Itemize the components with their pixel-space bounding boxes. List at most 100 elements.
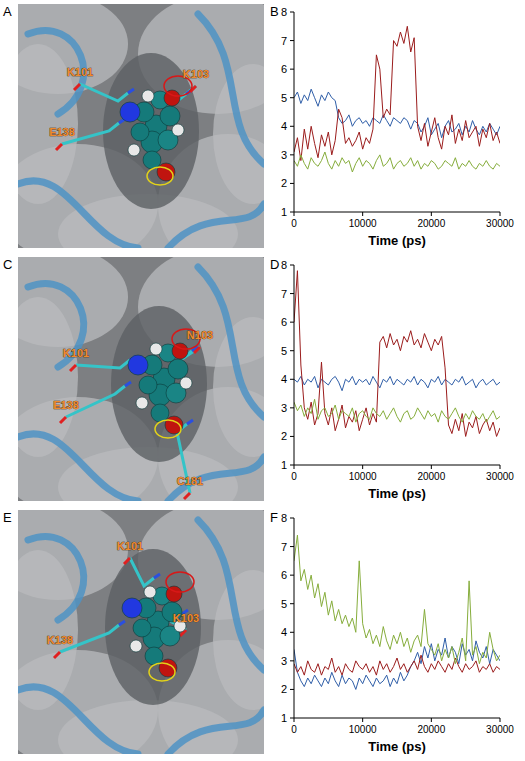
y-tick-label: 1	[281, 206, 287, 218]
residue-stick	[184, 493, 190, 499]
residue-label: K103	[183, 68, 209, 80]
y-tick-label: 5	[281, 598, 287, 610]
residue-stick	[125, 382, 131, 386]
ligand-atom	[150, 343, 162, 355]
ligand-atom	[168, 359, 188, 379]
series-line	[294, 535, 500, 664]
residue-label: K101	[63, 347, 89, 359]
structure-image	[18, 510, 264, 754]
series-group	[294, 26, 500, 172]
y-tick-label: 6	[281, 316, 287, 328]
y-tick-label: 7	[281, 541, 287, 553]
ligand-atom	[136, 397, 148, 409]
y-tick	[290, 407, 294, 408]
y-tick	[290, 603, 294, 604]
y-axis	[294, 265, 295, 465]
ribbon	[198, 520, 264, 670]
y-tick-label: 6	[281, 63, 287, 75]
residue-label: C181	[177, 475, 203, 487]
x-tick	[500, 718, 501, 722]
residue-label: K138	[47, 634, 73, 646]
residue-stick	[194, 347, 200, 353]
y-tick	[290, 518, 294, 519]
x-tick	[294, 718, 295, 722]
hbond-ring	[155, 420, 181, 438]
ribbon	[168, 710, 264, 754]
y-tick-label: 3	[281, 655, 287, 667]
x-axis	[294, 212, 500, 213]
y-tick	[290, 97, 294, 98]
y-tick	[290, 575, 294, 576]
panel-label: E	[3, 510, 12, 525]
x-tick-label: 30000	[486, 218, 514, 229]
hbond-ring	[166, 572, 194, 592]
x-tick-label: 10000	[349, 471, 377, 482]
series-line	[294, 271, 500, 437]
x-tick-label: 0	[291, 218, 297, 229]
y-tick-label: 5	[281, 92, 287, 104]
ligand-atom	[144, 586, 156, 598]
x-tick	[431, 212, 432, 216]
y-tick	[290, 436, 294, 437]
ligand-atom	[180, 377, 192, 389]
y-tick-label: 2	[281, 177, 287, 189]
ribbon	[198, 14, 264, 164]
y-tick-label: 4	[281, 373, 287, 385]
residue-stick	[80, 84, 128, 101]
hbond-ring	[149, 663, 175, 681]
y-tick	[290, 379, 294, 380]
ligand-atom	[120, 102, 140, 122]
residue-stick	[119, 621, 125, 625]
x-tick-label: 0	[291, 471, 297, 482]
series-line	[294, 655, 500, 675]
ligand-atom	[128, 355, 148, 375]
residue-label: K101	[117, 540, 143, 552]
y-tick	[290, 322, 294, 323]
x-tick	[500, 465, 501, 469]
y-tick	[290, 546, 294, 547]
ligand-atom	[131, 123, 149, 141]
x-tick	[500, 212, 501, 216]
residue-label: K103	[173, 612, 199, 624]
panel-label: F	[270, 510, 278, 525]
x-tick	[431, 718, 432, 722]
residue-stick	[124, 558, 130, 564]
surface	[213, 317, 264, 457]
x-tick	[362, 718, 363, 722]
y-tick	[290, 632, 294, 633]
ligand-atom	[143, 151, 161, 169]
panel-label: C	[3, 257, 12, 272]
y-tick-label: 3	[281, 149, 287, 161]
x-tick	[362, 212, 363, 216]
series-group	[294, 271, 500, 437]
y-tick	[290, 689, 294, 690]
y-tick-label: 4	[281, 626, 287, 638]
structure-image	[18, 257, 264, 501]
x-tick-label: 20000	[417, 471, 445, 482]
x-axis-title: Time (ps)	[368, 486, 426, 501]
y-tick-label: 1	[281, 712, 287, 724]
residue-stick	[128, 89, 134, 93]
series-line	[294, 376, 500, 390]
y-tick-label: 7	[281, 35, 287, 47]
y-tick-label: 8	[281, 259, 287, 271]
y-tick-label: 4	[281, 120, 287, 132]
ligand-atom	[160, 106, 180, 126]
surface	[213, 64, 264, 204]
x-axis	[294, 718, 500, 719]
y-tick-label: 5	[281, 345, 287, 357]
residue-stick	[56, 144, 62, 150]
ribbon	[18, 687, 138, 754]
x-tick-label: 30000	[486, 724, 514, 735]
ligand-atom	[122, 598, 142, 618]
x-tick-label: 10000	[349, 724, 377, 735]
y-tick	[290, 154, 294, 155]
y-tick	[290, 212, 294, 213]
residue-stick	[74, 84, 80, 90]
residue-stick	[130, 558, 154, 586]
y-tick-label: 3	[281, 402, 287, 414]
y-tick	[290, 718, 294, 719]
y-axis	[294, 12, 295, 212]
residue-stick	[60, 417, 66, 423]
y-axis	[294, 518, 295, 718]
